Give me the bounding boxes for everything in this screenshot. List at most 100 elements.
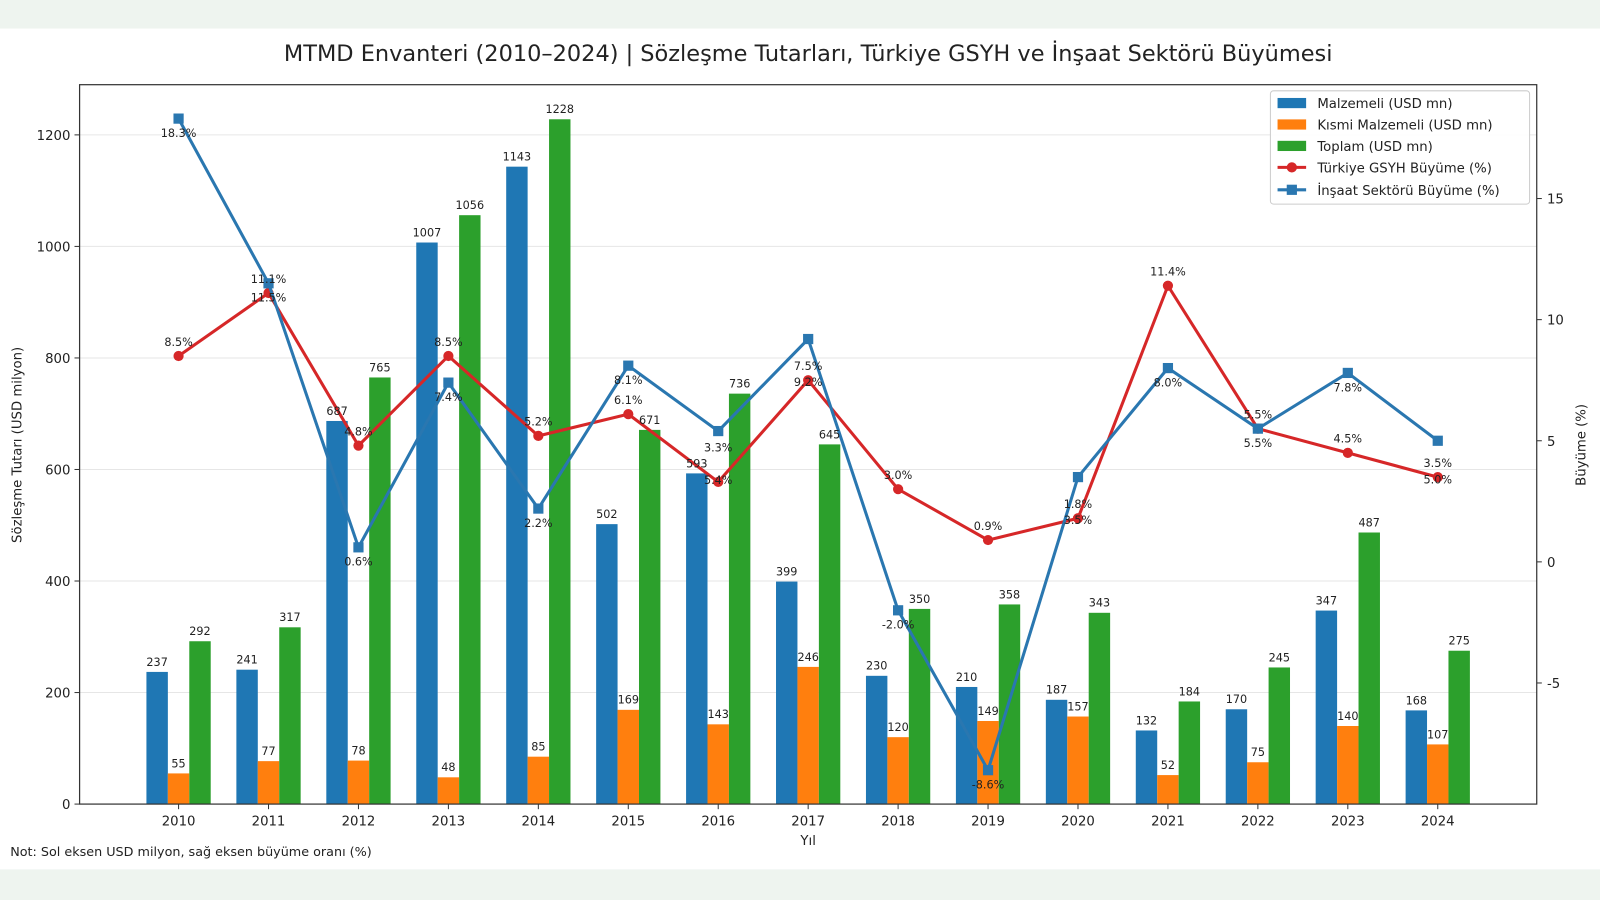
- x-tick-label: 2015: [611, 815, 645, 830]
- chart-title: MTMD Envanteri (2010–2024) | Sözleşme Tu…: [284, 39, 1333, 67]
- bar-kısmi: [1427, 744, 1449, 805]
- bar-toplam: [279, 627, 301, 805]
- bar-kısmi: [797, 666, 819, 805]
- y-tick-label: 600: [45, 464, 70, 479]
- bar-value-label: 143: [708, 708, 729, 721]
- line-value-label: 8.5%: [164, 336, 193, 349]
- bar-kısmi: [707, 724, 729, 805]
- x-tick-label: 2019: [971, 815, 1005, 830]
- bar-malzemeli: [236, 669, 258, 805]
- line-value-label: 5.2%: [524, 416, 553, 429]
- bar-value-label: 487: [1359, 516, 1380, 529]
- line-marker: [1162, 362, 1174, 374]
- bar-value-label: 736: [729, 378, 750, 391]
- line-marker: [1162, 280, 1174, 291]
- bar-value-label: 77: [261, 745, 275, 758]
- line-value-label: 5.4%: [704, 474, 733, 487]
- bar-toplam: [1268, 667, 1291, 805]
- line-marker: [803, 333, 814, 345]
- legend-swatch: [1277, 119, 1307, 130]
- line-marker: [263, 278, 274, 289]
- bar-kısmi: [617, 709, 639, 805]
- x-tick-label: 2021: [1151, 815, 1185, 830]
- line-value-label: 11.1%: [251, 273, 287, 286]
- line-value-label: 0.6%: [344, 556, 373, 569]
- bar-malzemeli: [1135, 730, 1158, 805]
- line-marker: [1432, 435, 1443, 446]
- bar-toplam: [818, 444, 841, 805]
- bar-value-label: 210: [956, 671, 977, 684]
- legend-marker: [1286, 162, 1297, 173]
- y2-axis-label: Büyüme (%): [1575, 404, 1590, 486]
- bar-value-label: 120: [887, 721, 908, 734]
- bars: [146, 119, 1470, 805]
- bar-value-label: 593: [686, 457, 707, 470]
- bar-malzemeli: [776, 581, 798, 805]
- line-marker: [982, 534, 994, 546]
- line-value-label: -2.0%: [882, 619, 915, 632]
- bar-malzemeli: [326, 420, 348, 805]
- x-tick-label: 2010: [162, 815, 196, 830]
- x-axis-label: Yıl: [799, 834, 815, 849]
- line-value-label: 4.5%: [1334, 433, 1363, 446]
- line-marker: [803, 375, 814, 386]
- bar-kısmi: [167, 773, 190, 805]
- bar-kısmi: [1157, 775, 1179, 805]
- y2-tick-label: 5: [1547, 435, 1555, 450]
- bar-toplam: [1358, 532, 1380, 805]
- line-marker: [443, 377, 454, 388]
- line-marker: [1342, 447, 1353, 458]
- legend-label: Kısmi Malzemeli (USD mn): [1317, 119, 1492, 134]
- legend-marker: [1286, 184, 1297, 195]
- bar-toplam: [1088, 612, 1111, 805]
- line-value-label: 9.2%: [794, 376, 823, 389]
- bar-value-label: 230: [866, 660, 887, 673]
- line-value-label: 5.5%: [1244, 437, 1273, 450]
- line-marker: [623, 409, 634, 420]
- y-axis-label: Sözleşme Tutarı (USD milyon): [10, 347, 25, 543]
- legend-label: Türkiye GSYH Büyüme (%): [1316, 161, 1492, 176]
- legend: Malzemeli (USD mn) Kısmi Malzemeli (USD m…: [1269, 90, 1531, 205]
- bar-value-label: 645: [819, 428, 840, 441]
- legend-label: Malzemeli (USD mn): [1317, 97, 1452, 112]
- bar-value-label: 1007: [413, 226, 442, 239]
- line-value-label: 8.0%: [1154, 376, 1183, 389]
- line-value-label: 7.8%: [1334, 381, 1363, 394]
- bar-malzemeli: [955, 686, 978, 805]
- line-marker: [443, 350, 454, 362]
- line-marker: [623, 360, 634, 371]
- bar-value-label: 246: [797, 651, 818, 664]
- line-marker: [713, 476, 724, 488]
- bar-kısmi: [887, 737, 909, 805]
- x-tick-label: 2024: [1421, 815, 1455, 830]
- x-tick-label: 2022: [1241, 815, 1275, 830]
- footnote: Not: Sol eksen USD milyon, sağ eksen büy…: [10, 845, 372, 860]
- x-tick-label: 2014: [521, 815, 555, 830]
- line-value-label: 6.1%: [614, 394, 643, 407]
- bar-kısmi: [347, 760, 370, 805]
- bar-kısmi: [1247, 762, 1269, 805]
- bar-malzemeli: [596, 524, 618, 805]
- bar-value-label: 317: [279, 611, 300, 624]
- legend-label: Toplam (USD mn): [1316, 140, 1432, 155]
- line-marker: [1252, 423, 1263, 434]
- y-tick-label: 200: [45, 687, 70, 702]
- line-value-label: 3.5%: [1423, 457, 1452, 470]
- line-value-label: 2.2%: [524, 517, 553, 530]
- line-value-label: -8.6%: [972, 779, 1005, 792]
- lines: [173, 113, 1443, 776]
- bar-value-label: 107: [1427, 728, 1448, 741]
- bar-value-label: 343: [1089, 597, 1110, 610]
- line-value-label: 8.1%: [614, 374, 643, 387]
- bar-kısmi: [527, 756, 550, 805]
- bar-toplam: [728, 393, 751, 805]
- line-value-label: 0.9%: [974, 520, 1003, 533]
- bar-value-label: 765: [369, 361, 390, 374]
- line-marker: [1432, 471, 1443, 483]
- bar-value-label: 687: [326, 405, 347, 418]
- bar-toplam: [1178, 701, 1201, 805]
- bar-value-label: 157: [1067, 700, 1088, 713]
- line-marker: [893, 484, 904, 495]
- line-value-label: 7.5%: [794, 360, 823, 373]
- data-labels: 237 241 687 1007 1143 502 593 399 230 210 187 132 17…: [146, 103, 1469, 791]
